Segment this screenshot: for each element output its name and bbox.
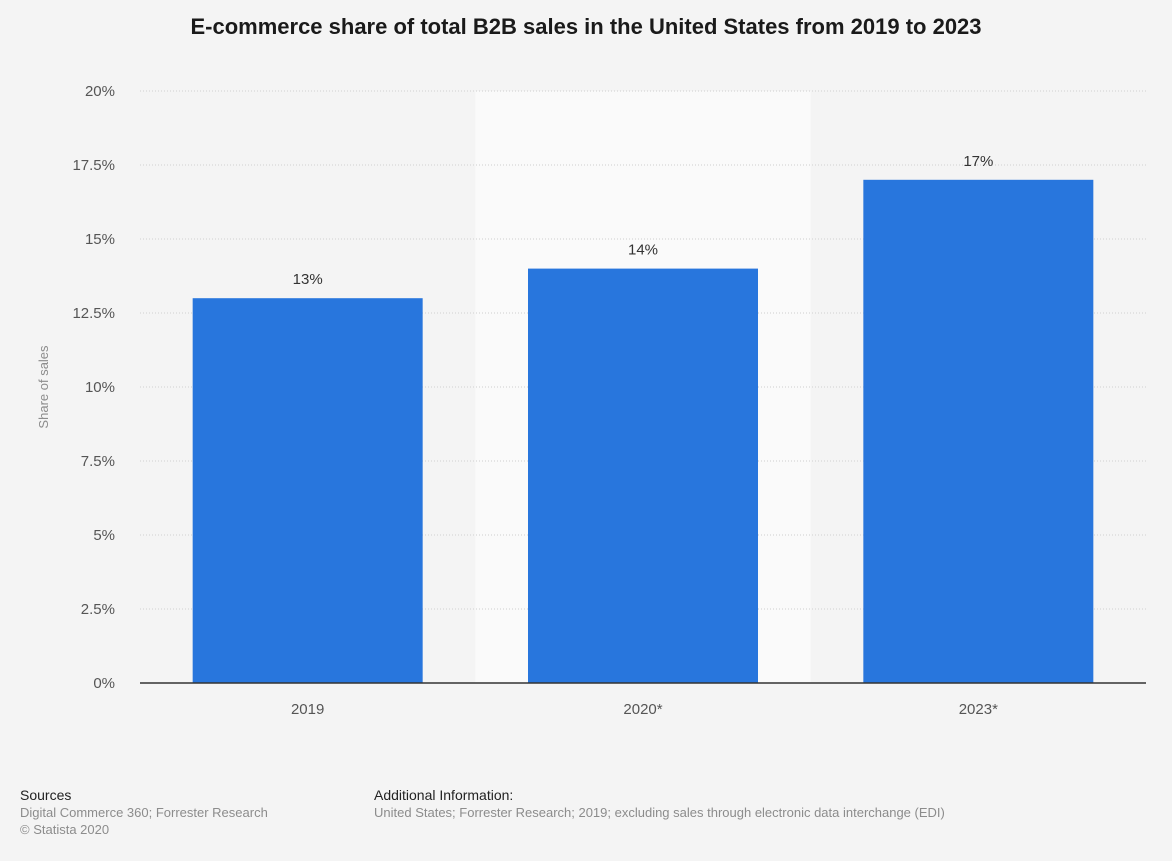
bars: [192, 179, 1094, 684]
y-tick-labels: 0% 2.5% 5% 7.5% 10% 12.5% 15% 17.5% 20%: [72, 83, 115, 692]
copyright-line: © Statista 2020: [20, 822, 110, 837]
data-label: 13%: [293, 271, 323, 288]
y-tick-label: 0%: [93, 675, 115, 692]
y-axis-label: Share of sales: [36, 345, 51, 429]
bar: [192, 298, 423, 683]
additional-info-block: Additional Information: United States; F…: [374, 787, 1154, 821]
y-tick-label: 2.5%: [81, 601, 115, 618]
x-tick-labels: 2019 2020* 2023*: [291, 701, 998, 718]
y-tick-label: 5%: [93, 527, 115, 544]
x-tick-label: 2023*: [959, 701, 998, 718]
y-tick-label: 17.5%: [72, 157, 115, 174]
y-tick-label: 10%: [85, 379, 115, 396]
sources-block: Sources Digital Commerce 360; Forrester …: [20, 787, 350, 838]
additional-info-line: United States; Forrester Research; 2019;…: [374, 805, 945, 820]
bar: [528, 268, 758, 683]
data-labels: 13% 14% 17%: [293, 153, 994, 288]
data-label: 14%: [628, 242, 658, 259]
sources-line: Digital Commerce 360; Forrester Research: [20, 805, 268, 820]
data-label: 17%: [963, 153, 993, 170]
bar: [863, 179, 1094, 684]
y-tick-label: 7.5%: [81, 453, 115, 470]
y-tick-label: 12.5%: [72, 305, 115, 322]
y-tick-label: 15%: [85, 231, 115, 248]
y-tick-label: 20%: [85, 83, 115, 100]
additional-info-heading: Additional Information:: [374, 787, 514, 803]
bar-chart: 0% 2.5% 5% 7.5% 10% 12.5% 15% 17.5% 20% 13% 14% 17…: [36, 83, 1146, 718]
chart-title: E-commerce share of total B2B sales in t…: [190, 14, 982, 39]
sources-heading: Sources: [20, 787, 72, 803]
x-tick-label: 2020*: [623, 701, 662, 718]
x-tick-label: 2019: [291, 701, 324, 718]
